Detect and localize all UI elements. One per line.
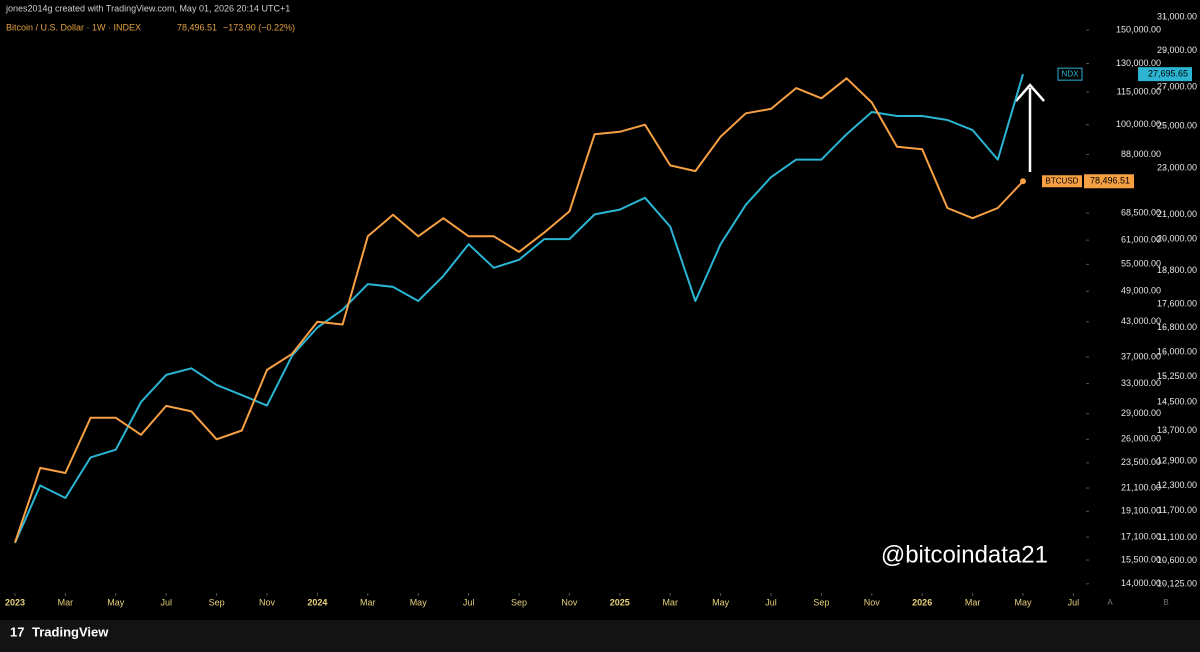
y2-tick-label: 11,700.00 bbox=[1158, 505, 1197, 515]
y-tick-label: 43,000.00 bbox=[1121, 316, 1161, 326]
name-tag-label: BTCUSD bbox=[1046, 176, 1079, 185]
y2-tick-label: 12,900.00 bbox=[1157, 456, 1197, 466]
series-line bbox=[14, 73, 1024, 544]
y2-tick-label: 10,125.00 bbox=[1157, 578, 1197, 588]
x-tick-label: May bbox=[1014, 597, 1032, 607]
x-tick-label: May bbox=[107, 597, 125, 607]
y2-tick-label: 16,000.00 bbox=[1157, 347, 1197, 357]
x-tick-label: Mar bbox=[58, 597, 74, 607]
y2-tick-label: 18,800.00 bbox=[1157, 265, 1197, 275]
x-tick-label: 2023 bbox=[5, 597, 25, 607]
y2-tick-label: 17,600.00 bbox=[1157, 298, 1197, 308]
y2-tick-label: 21,000.00 bbox=[1157, 209, 1197, 219]
x-tick-label: May bbox=[712, 597, 730, 607]
x-tick-label: Jul bbox=[1068, 597, 1080, 607]
x-tick-label: Sep bbox=[813, 597, 829, 607]
last-point bbox=[1020, 178, 1026, 185]
arrow-head bbox=[1015, 83, 1045, 102]
legend-change: −173.90 (−0.22%) bbox=[223, 22, 295, 32]
price-tag-label: 78,496.51 bbox=[1090, 176, 1130, 186]
y2-tick-label: 16,800.00 bbox=[1157, 322, 1197, 332]
x-tick-label: Sep bbox=[511, 597, 527, 607]
y-tick-label: 37,000.00 bbox=[1121, 351, 1161, 361]
x-tick-label: Jul bbox=[765, 597, 777, 607]
y2-tick-label: 14,500.00 bbox=[1157, 396, 1197, 406]
header: jones2014g created with TradingView.com,… bbox=[5, 3, 290, 13]
y-tick-label: 88,000.00 bbox=[1121, 149, 1161, 159]
y-tick-label: 23,500.00 bbox=[1121, 457, 1161, 467]
chart-title: Bitcoin / U.S. Dollar · 1W · INDEX bbox=[6, 22, 141, 32]
x-tick-label: Nov bbox=[864, 597, 881, 607]
y2-tick-label: 25,000.00 bbox=[1157, 120, 1197, 130]
y-tick-label: 26,000.00 bbox=[1121, 434, 1161, 444]
name-tag bbox=[1042, 175, 1082, 188]
y-tick-label: 55,000.00 bbox=[1121, 259, 1161, 269]
y2-tick-label: 31,000.00 bbox=[1157, 11, 1197, 21]
x-tick-label: Sep bbox=[209, 597, 225, 607]
x-tick-label: 2025 bbox=[610, 597, 630, 607]
y-tick-label: 19,100.00 bbox=[1121, 506, 1161, 516]
x-tick-label: Nov bbox=[259, 597, 276, 607]
x-tick-label: 2024 bbox=[307, 597, 327, 607]
scale-button[interactable]: A bbox=[1107, 598, 1113, 607]
series-line bbox=[14, 77, 1024, 543]
y-tick-label: 49,000.00 bbox=[1121, 286, 1161, 296]
x-tick-label: Nov bbox=[561, 597, 578, 607]
y2-tick-label: 20,000.00 bbox=[1157, 233, 1197, 243]
price-tag-label: 27,695.65 bbox=[1148, 69, 1188, 79]
x-tick-label: Jul bbox=[463, 597, 475, 607]
y2-tick-label: 13,700.00 bbox=[1157, 425, 1197, 435]
name-tag-label: NDX bbox=[1062, 69, 1080, 78]
x-tick-label: 2026 bbox=[912, 597, 932, 607]
name-tag bbox=[1057, 67, 1083, 81]
y-tick-label: 17,100.00 bbox=[1121, 531, 1161, 541]
y-tick-label: 130,000.00 bbox=[1116, 58, 1161, 68]
scale-button[interactable]: B bbox=[1163, 598, 1168, 607]
y-tick-label: 150,000.00 bbox=[1116, 24, 1161, 34]
x-tick-label: Mar bbox=[965, 597, 981, 607]
y2-tick-label: 15,250.00 bbox=[1157, 371, 1197, 381]
y2-tick-label: 11,100.00 bbox=[1158, 532, 1197, 542]
x-tick-label: Mar bbox=[360, 597, 376, 607]
price-tag bbox=[1084, 174, 1134, 189]
x-tick-label: Jul bbox=[160, 597, 172, 607]
y-tick-label: 15,500.00 bbox=[1121, 554, 1161, 564]
y-tick-label: 68,500.00 bbox=[1121, 207, 1161, 217]
logo-mark: 17 bbox=[10, 624, 24, 639]
y2-tick-label: 12,300.00 bbox=[1157, 480, 1197, 490]
y-tick-label: 100,000.00 bbox=[1116, 119, 1161, 129]
x-tick-label: May bbox=[410, 597, 428, 607]
footer-bar bbox=[0, 620, 1200, 652]
price-tag bbox=[1138, 67, 1192, 82]
y2-tick-label: 23,000.00 bbox=[1157, 163, 1197, 173]
y-tick-label: 29,000.00 bbox=[1121, 408, 1161, 418]
watermark: @bitcoindata21 bbox=[881, 541, 1048, 568]
y2-tick-label: 29,000.00 bbox=[1157, 45, 1197, 55]
x-tick-label: Mar bbox=[662, 597, 678, 607]
legend-price: 78,496.51 bbox=[177, 22, 217, 32]
y-tick-label: 115,000.00 bbox=[1117, 86, 1161, 96]
footer-brand: TradingView bbox=[32, 624, 109, 639]
y-tick-label: 61,000.00 bbox=[1121, 235, 1161, 245]
y-tick-label: 21,100.00 bbox=[1121, 482, 1161, 492]
y-tick-label: 33,000.00 bbox=[1121, 378, 1161, 388]
y-tick-label: 14,000.00 bbox=[1121, 578, 1161, 588]
y2-tick-label: 10,600.00 bbox=[1157, 555, 1197, 565]
y2-tick-label: 27,000.00 bbox=[1157, 81, 1197, 91]
